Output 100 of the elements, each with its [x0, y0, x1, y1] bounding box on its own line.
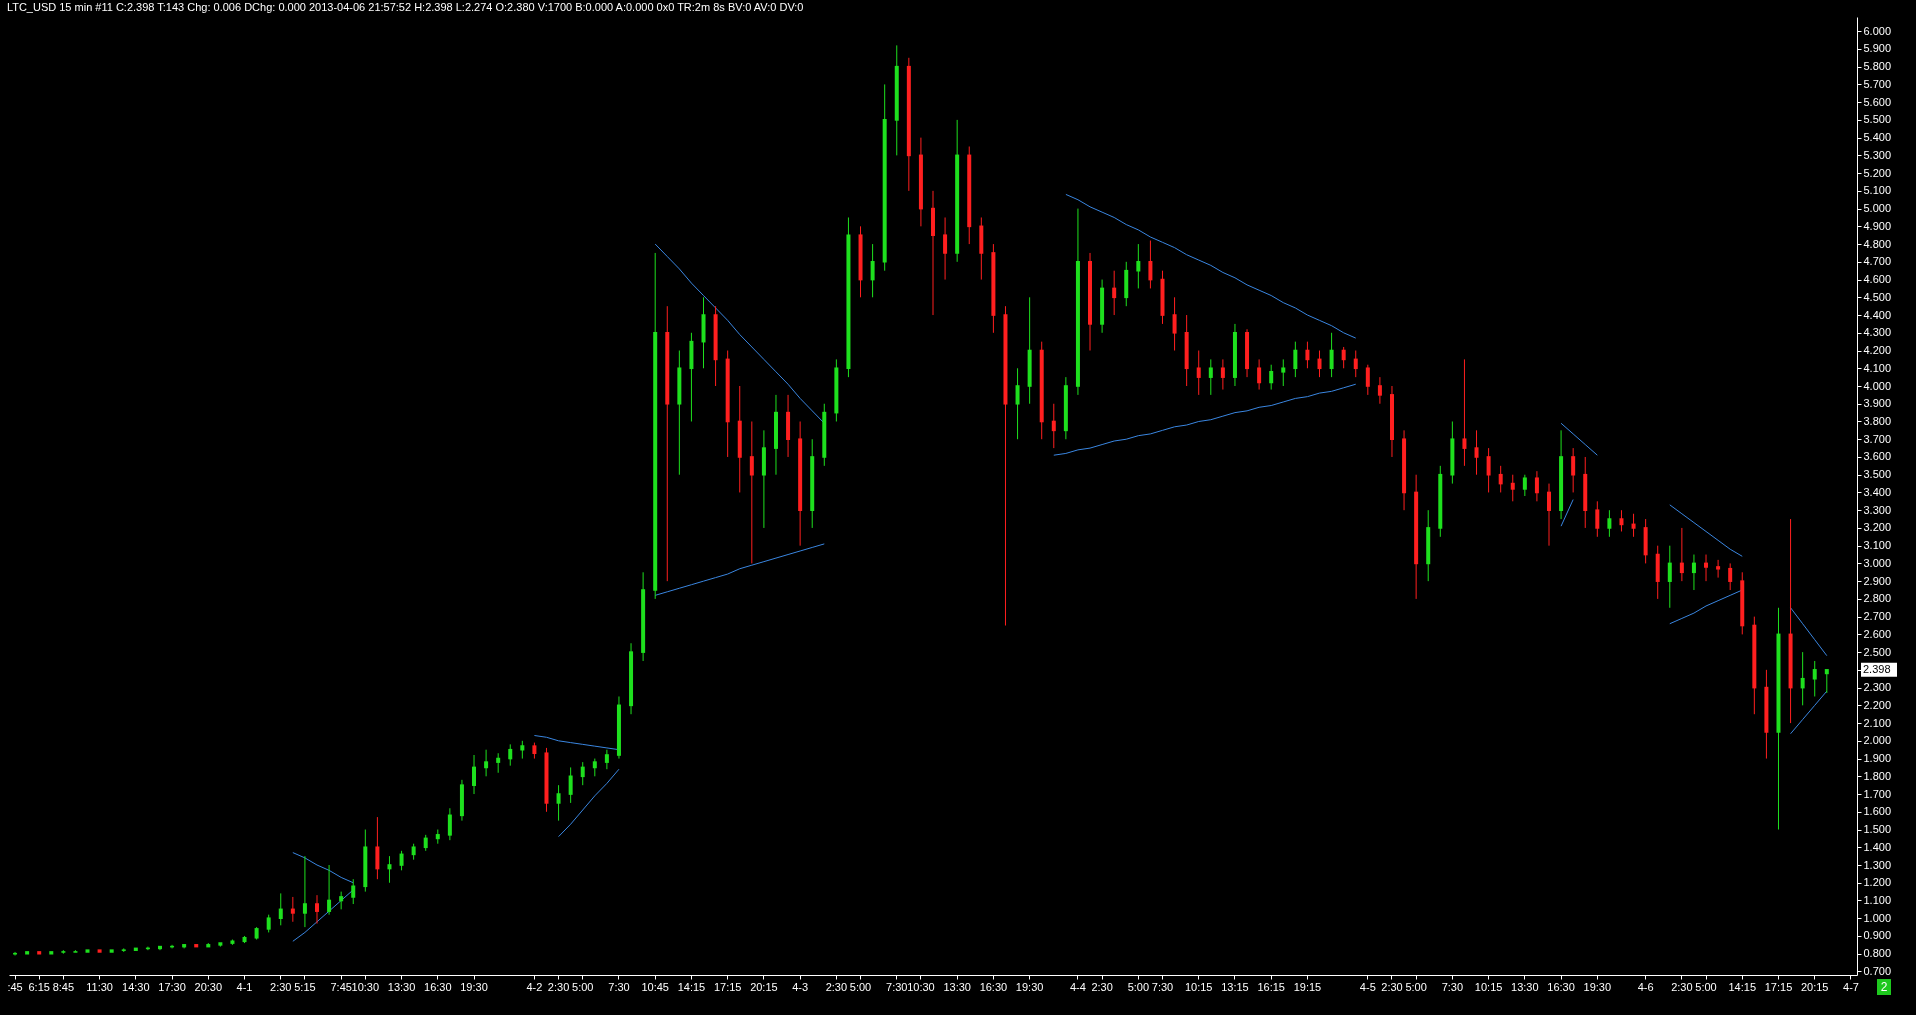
y-tick-label: 5.300: [1863, 148, 1892, 161]
x-tick-label: 14:15: [1728, 980, 1757, 993]
y-tick-label: 4.900: [1863, 219, 1892, 232]
x-tick-label: 14:15: [677, 980, 706, 993]
y-tick-label: 5.900: [1863, 42, 1892, 55]
x-tick-label: 7:45: [330, 980, 352, 993]
y-tick-label: 5.700: [1863, 77, 1892, 90]
candlestick: [749, 420, 754, 564]
candlestick: [1619, 509, 1624, 532]
candlestick: [1051, 403, 1056, 449]
y-tick-label: 2.200: [1863, 698, 1892, 711]
candlestick: [1148, 240, 1153, 289]
candlestick: [943, 216, 948, 281]
x-tick-label: 2:30: [1091, 980, 1113, 993]
y-tick-label: 5.600: [1863, 95, 1892, 108]
y-tick-label: 0.700: [1863, 964, 1892, 977]
x-tick-label: 19:15: [1293, 980, 1322, 993]
x-tick-label: 4-1: [236, 980, 253, 993]
x-tick-label: 2:30: [270, 980, 292, 993]
x-tick-label: 5:00: [849, 980, 872, 993]
candlestick: [1112, 270, 1117, 316]
x-tick-label: :45: [7, 980, 23, 993]
y-tick-label: 1.800: [1863, 769, 1892, 782]
candlestick: [1329, 332, 1334, 378]
x-tick-label: 5:00: [1127, 980, 1150, 993]
x-tick-label: 4-3: [792, 980, 809, 993]
x-tick-label: 20:30: [194, 980, 223, 993]
y-tick-label: 1.100: [1863, 893, 1892, 906]
y-tick-label: 3.900: [1863, 397, 1892, 410]
x-tick-label: 16:30: [979, 980, 1008, 993]
y-tick-label: 4.700: [1863, 255, 1892, 268]
candlestick: [1317, 350, 1322, 378]
x-tick-label: 10:15: [1474, 980, 1503, 993]
x-tick-label: 13:30: [387, 980, 416, 993]
y-tick-label: 4.500: [1863, 290, 1892, 303]
x-tick-label: 16:30: [424, 980, 452, 993]
candlestick: [1015, 367, 1020, 440]
candlestick: [302, 855, 307, 928]
candlestick: [1704, 554, 1709, 582]
y-tick-label: 3.200: [1863, 521, 1892, 534]
x-tick-label: 5:00: [572, 980, 594, 993]
y-tick-label: 1.400: [1863, 840, 1892, 853]
candlestick: [1257, 358, 1262, 391]
x-tick-label: 4-5: [1359, 980, 1376, 993]
x-tick-label: 17:30: [158, 980, 186, 993]
y-tick-label: 1.300: [1863, 858, 1892, 871]
x-tick-label: 13:15: [1221, 980, 1249, 993]
candlestick: [1208, 358, 1213, 396]
candlestick: [1281, 358, 1286, 387]
candlestick: [447, 807, 452, 841]
x-tick-label: 14:30: [122, 980, 150, 993]
y-tick-label: 1.500: [1863, 823, 1892, 836]
x-tick-label: 2:30: [1671, 980, 1693, 993]
x-tick-label: 8:45: [52, 980, 75, 993]
x-tick-label: 2:30: [1381, 980, 1403, 993]
candlestick: [1172, 296, 1177, 352]
x-tick-label: 7:30: [1151, 980, 1174, 993]
candlestick: [1716, 559, 1721, 579]
x-tick-label: 4-2: [526, 980, 543, 993]
y-tick-label: 5.400: [1863, 131, 1892, 144]
candlestick: [399, 850, 404, 871]
text: 2: [1880, 980, 1888, 994]
y-tick-label: 3.100: [1863, 539, 1892, 552]
y-tick-label: 2.500: [1863, 645, 1892, 658]
y-tick-label: 3.400: [1863, 485, 1892, 498]
candlestick: [1305, 341, 1310, 369]
x-tick-label: 19:30: [1583, 980, 1612, 993]
y-tick-label: 5.100: [1863, 184, 1892, 197]
candlestick: [604, 749, 609, 770]
candlestick: [1547, 483, 1551, 547]
candlestick: [580, 761, 585, 786]
x-tick-label: 19:30: [460, 980, 488, 993]
x-tick-label: 7:30: [608, 980, 630, 993]
x-tick-label: 4-6: [1637, 980, 1654, 993]
y-tick-label: 2.100: [1863, 716, 1892, 729]
y-tick-label: 3.800: [1863, 414, 1892, 427]
candlestick: [1269, 364, 1274, 391]
x-tick-label: 10:30: [351, 980, 380, 993]
candlestick: [1631, 513, 1636, 538]
y-tick-label: 3.700: [1863, 432, 1892, 445]
y-tick-label: 3.600: [1863, 450, 1892, 463]
candlestick: [870, 243, 875, 298]
x-tick-label: 4-4: [1069, 980, 1086, 993]
x-tick-label: 6:15: [28, 980, 50, 993]
candlestick: [1220, 358, 1225, 391]
candlestick: [290, 896, 295, 923]
x-tick-label: 10:45: [641, 980, 669, 993]
candlestick: [1498, 465, 1503, 493]
y-tick-label: 5.800: [1863, 60, 1892, 73]
candlestick: [327, 864, 332, 916]
y-tick-label: 6.000: [1863, 24, 1892, 37]
candlestick: [1728, 562, 1733, 591]
y-tick-label: 3.500: [1863, 468, 1892, 481]
y-tick-label: 3.000: [1863, 556, 1892, 569]
x-tick-label: 17:15: [1764, 980, 1793, 993]
candlestick: [496, 752, 501, 774]
y-tick-label: 4.800: [1863, 237, 1892, 250]
candlestick: [1571, 447, 1576, 493]
y-tick-label: 2.300: [1863, 681, 1892, 694]
x-tick-label: 7:30: [886, 980, 908, 993]
